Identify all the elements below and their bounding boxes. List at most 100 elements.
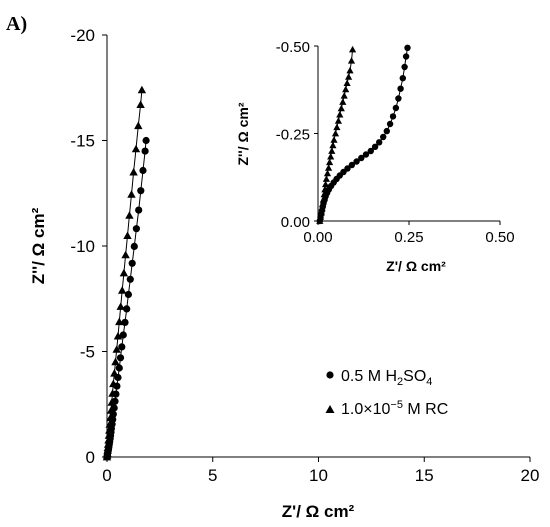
- inset-circle-point: [389, 113, 397, 120]
- main-circle-point: [139, 166, 147, 175]
- inset-circle-point: [404, 44, 411, 51]
- inset-triangle-point: [327, 153, 335, 160]
- inset-triangle-point: [334, 117, 342, 124]
- inset-circle-point: [358, 154, 365, 162]
- inset-triangle-point: [329, 141, 337, 149]
- inset-circle-point: [386, 120, 394, 128]
- main-triangle-point: [116, 302, 125, 310]
- main-y-tick-label: -15: [70, 132, 95, 151]
- main-circle-point: [124, 290, 132, 299]
- inset-triangle-point: [317, 209, 325, 216]
- main-triangle-point: [112, 345, 121, 353]
- inset-circle-point: [344, 165, 351, 172]
- main-circle-point: [132, 225, 140, 233]
- inset-circle-point: [348, 161, 356, 169]
- legend-triangle-marker: [325, 405, 335, 413]
- inset-triangle-point: [316, 213, 325, 220]
- inset-triangle-point: [321, 185, 329, 193]
- inset-y-axis-title: Z''/ Ω cm²: [235, 102, 251, 165]
- inset-triangle-point: [326, 158, 334, 166]
- main-triangle-point: [121, 250, 130, 259]
- main-x-tick-label: 10: [309, 466, 328, 485]
- main-triangle-point: [113, 331, 123, 340]
- inset-circle-point: [401, 63, 408, 71]
- main-triangle-point: [111, 357, 120, 366]
- main-triangle-point: [118, 286, 127, 294]
- main-triangle-point: [104, 431, 114, 439]
- main-circle-point: [141, 147, 149, 155]
- inset-triangle-point: [318, 204, 326, 212]
- inset-circle-point: [380, 133, 387, 141]
- inset-triangle-point: [346, 66, 354, 74]
- main-x-tick-label: 20: [521, 466, 540, 485]
- inset-plot: 0.00 0.25 0.50 0.00 -0.25 -0.50 Z'/ Ω cm² Z''…: [235, 39, 515, 274]
- main-y-tick-label: -5: [80, 343, 95, 362]
- main-x-tick-label: 0: [102, 466, 111, 485]
- inset-triangle-point: [336, 111, 344, 118]
- inset-circle-series-line: [319, 47, 408, 222]
- main-circle-point: [123, 305, 131, 313]
- inset-triangle-point: [337, 104, 345, 112]
- main-marks: [102, 85, 150, 461]
- inset-triangle-point: [328, 147, 336, 154]
- inset-ticks: 0.00 0.25 0.50 0.00 -0.25 -0.50: [276, 39, 515, 246]
- main-triangle-point: [131, 144, 141, 153]
- main-circle-point: [115, 364, 123, 372]
- main-circle-point: [118, 343, 126, 351]
- main-triangle-point: [125, 211, 134, 219]
- inset-circle-point: [399, 75, 406, 82]
- main-triangle-point: [136, 100, 145, 108]
- inset-y-tick-label: -0.25: [276, 127, 310, 144]
- inset-x-tick-label: 0.00: [303, 229, 332, 246]
- main-circle-point: [116, 354, 125, 362]
- main-triangle-point: [104, 435, 113, 444]
- inset-triangle-point: [330, 136, 338, 143]
- main-triangle-point: [108, 389, 117, 397]
- inset-marks: [316, 44, 411, 225]
- main-circle-point: [128, 259, 136, 267]
- legend-label-sulfuric-acid: 0.5 M H2SO4: [341, 368, 432, 388]
- inset-triangle-point: [345, 73, 353, 80]
- main-triangle-point: [115, 317, 124, 326]
- main-ticks: 0 5 10 15 20 0 -5 -10 -15 -20: [70, 26, 539, 485]
- main-y-axis-title: Z''/ Ω cm²: [29, 207, 48, 284]
- main-triangle-point: [129, 167, 138, 176]
- inset-circle-point: [367, 147, 374, 155]
- inset-triangle-point: [347, 57, 356, 64]
- main-circle-point: [126, 275, 134, 283]
- inset-circle-point: [362, 151, 370, 158]
- main-x-tick-label: 5: [208, 466, 217, 485]
- inset-x-tick-label: 0.25: [394, 229, 423, 246]
- main-x-axis-title: Z'/ Ω cm²: [282, 502, 355, 521]
- main-plot: 0 5 10 15 20 0 -5 -10 -15 -20 Z'/ Ω cm² Z''/ Ω cm…: [29, 26, 539, 521]
- main-triangle-point: [134, 121, 143, 130]
- inset-circle-point: [397, 85, 404, 92]
- inset-circle-point: [371, 143, 379, 150]
- inset-triangle-point: [320, 190, 328, 198]
- main-circle-point: [119, 331, 127, 339]
- legend-circle-marker: [326, 371, 334, 379]
- inset-triangle-point: [316, 217, 324, 224]
- inset-triangle-point: [331, 129, 340, 137]
- main-triangle-point: [123, 231, 132, 239]
- inset-x-axis-title: Z'/ Ω cm²: [386, 258, 446, 274]
- inset-circle-point: [402, 53, 410, 60]
- legend-label-rc: 1.0×10−5 M RC: [341, 399, 448, 418]
- inset-triangle-point: [323, 169, 332, 177]
- inset-circle-point: [376, 139, 383, 146]
- main-triangle-point: [110, 369, 119, 377]
- inset-circle-point: [392, 104, 400, 112]
- main-triangle-point: [107, 398, 116, 406]
- inset-triangle-point: [322, 175, 330, 182]
- main-y-tick-label: -20: [70, 26, 95, 45]
- panel-label: A): [6, 13, 27, 35]
- inset-triangle-point: [319, 195, 328, 203]
- inset-y-tick-label: -0.50: [276, 39, 310, 56]
- inset-triangle-point: [349, 45, 357, 53]
- main-triangle-point: [137, 85, 147, 94]
- main-triangle-point: [119, 268, 129, 277]
- main-y-tick-label: -10: [70, 237, 95, 256]
- inset-triangle-point: [343, 79, 351, 86]
- main-triangle-point: [103, 440, 113, 448]
